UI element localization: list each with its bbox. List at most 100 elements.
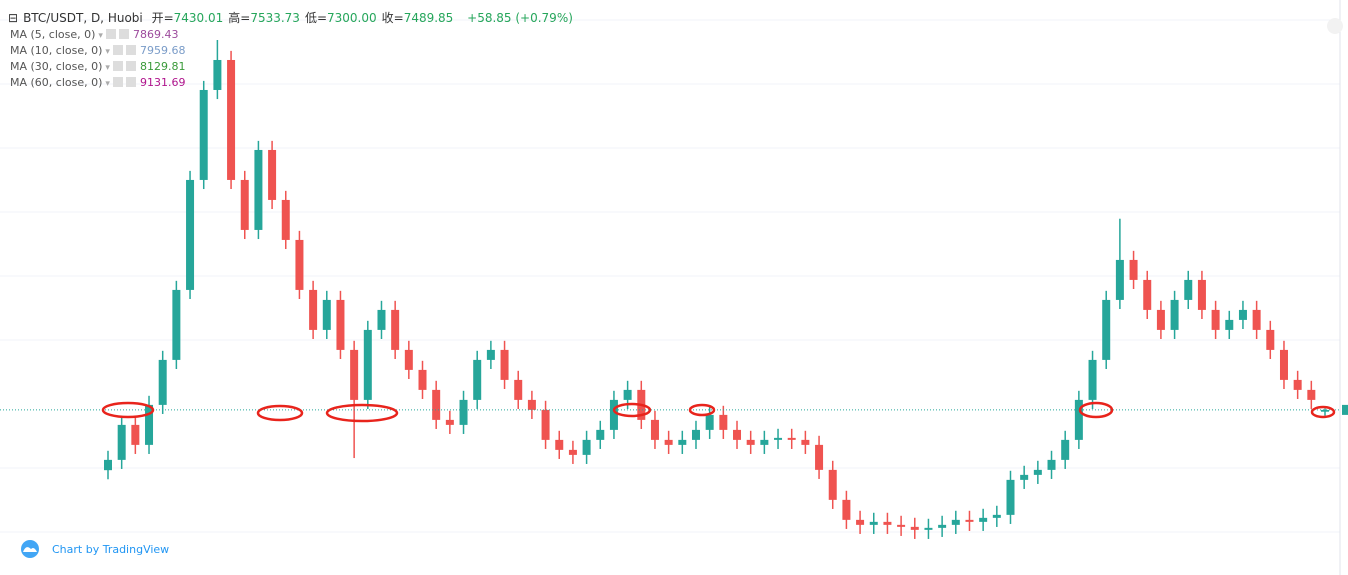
candle-body [787,437,796,440]
candle-body [719,414,728,430]
candle-body [842,499,851,520]
candle-body [951,519,960,525]
dropdown-arrow: ▾ [105,79,110,89]
settings-icon[interactable] [112,45,123,55]
candle-body [486,349,495,360]
candle-body [1020,474,1029,480]
settings-icon[interactable] [112,77,123,87]
candle-body [1225,319,1234,330]
symbol[interactable]: BTC/USDT, D, Huobi [23,11,143,25]
candle-body [104,459,112,471]
candle-body [227,59,236,180]
ohlc-item: 收=7489.85 [382,11,454,25]
ohlc-label: 高= [228,11,251,25]
settings-button[interactable] [1327,18,1343,34]
candle-body [1088,359,1097,400]
remove-icon[interactable] [125,61,136,71]
candle-body [691,429,700,440]
candle-body [992,514,1001,518]
candle-body [186,179,195,290]
candle-body [268,149,277,200]
remove-icon[interactable] [118,29,129,39]
indicator-row: MA (10, close, 0) ▾ 7959.68 [10,44,185,57]
candle-body [1047,459,1056,470]
ohlc-value: 7533.73 [250,11,300,25]
candle-body [336,299,345,350]
indicator-name: MA (60, close, 0) [10,76,103,89]
annotation-ellipse [256,404,304,422]
ohlc-value: 7300.00 [327,11,377,25]
annotation-ellipse [325,403,399,423]
candle-body [650,419,659,440]
candle-body [418,369,427,390]
ohlc-item: 高=7533.73 [228,11,300,25]
indicator-row: MA (30, close, 0) ▾ 8129.81 [10,60,185,73]
candle-body [924,527,933,530]
candle-body [1321,409,1329,412]
candle-body [309,289,318,330]
indicator-value: 7869.43 [132,28,179,41]
ohlc-label: 低= [304,11,327,25]
candle-body [1143,279,1152,310]
candle-body [596,429,605,440]
candle-body [172,289,181,360]
candle-body [815,444,824,470]
candle-body [774,437,783,440]
candle-body [965,519,974,522]
candle-body [322,299,331,330]
remove-icon[interactable] [125,45,136,55]
remove-icon[interactable] [125,77,136,87]
candle-body [514,379,523,400]
candle-body [404,349,413,370]
candle-body [527,399,536,410]
settings-icon[interactable] [112,61,123,71]
candle-body [377,309,386,330]
candle-body [158,359,167,405]
candle-body [145,404,154,445]
footer[interactable]: Chart by TradingView [52,543,170,556]
candle-body [1102,299,1111,360]
collapse-icon[interactable]: ⊟ [8,11,19,25]
candle-body [883,521,892,525]
candle-body [1293,379,1302,390]
candle-body [705,414,714,430]
dropdown-arrow: ▾ [105,47,110,57]
indicator-row: MA (5, close, 0) ▾ 7869.43 [10,28,178,41]
annotation-ellipse [1310,405,1336,419]
indicator-name: MA (5, close, 0) [10,28,96,41]
settings-icon[interactable] [105,29,116,39]
candle-body [897,524,906,527]
candle-body [1115,259,1124,300]
candle-body [1238,309,1247,320]
candle-body [281,199,290,240]
annotations [101,401,1336,423]
annotation-ellipse [1078,401,1114,419]
logo [21,540,39,558]
candle-body [1211,309,1220,330]
indicator-value: 8129.81 [139,60,186,73]
candle-body [240,179,249,230]
ohlc: 开=7430.01 高=7533.73 低=7300.00 收=7489.85 [152,11,459,25]
candle-body [459,399,468,425]
candle-body [432,389,441,420]
dropdown-arrow: ▾ [98,31,103,41]
indicator-value: 7959.68 [139,44,186,57]
candle-body [623,389,632,400]
candle-body [213,59,222,90]
candle-body [473,359,482,400]
candle-body [856,519,865,525]
indicator-row: MA (60, close, 0) ▾ 9131.69 [10,76,185,89]
candle-body [1033,469,1042,475]
candle-body [733,429,742,440]
candle-body [295,239,304,290]
dropdown-arrow: ▾ [105,63,110,73]
last-price-marker [1342,404,1348,415]
candle-body [254,149,263,230]
candle-body [1184,279,1193,300]
candle-body [609,399,618,430]
change: +58.85 (+0.79%) [467,11,573,25]
annotation-ellipse [101,401,155,419]
